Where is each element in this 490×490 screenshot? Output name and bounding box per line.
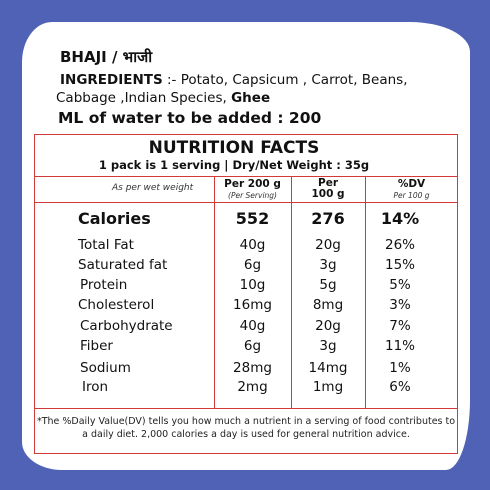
nutrient-dv: 7% bbox=[389, 318, 411, 334]
nutrition-title: NUTRITION FACTS bbox=[148, 138, 320, 158]
nutrient-name: Protein bbox=[80, 277, 128, 293]
nutrient-dv: 1% bbox=[389, 360, 411, 376]
nutrient-per-100g: 20g bbox=[315, 237, 341, 253]
nutrient-name: Carbohydrate bbox=[80, 318, 173, 334]
nutrient-per-100g: 5g bbox=[319, 277, 337, 293]
nutrient-per-serving: 6g bbox=[243, 257, 262, 273]
nutrient-per-100g: 14mg bbox=[308, 360, 348, 376]
nutrient-name: Iron bbox=[82, 379, 109, 395]
nutrient-dv: 11% bbox=[384, 338, 415, 354]
basis-label: As per wet weight bbox=[112, 183, 194, 193]
nutrient-per-serving: 28mg bbox=[233, 360, 272, 376]
nutrient-dv: 26% bbox=[384, 237, 415, 253]
nutrient-per-100g: 8mg bbox=[312, 297, 344, 313]
label-card: BHAJI / भाजी INGREDIENTS :- Potato, Caps… bbox=[22, 22, 470, 470]
nutrient-dv: 5% bbox=[389, 277, 411, 293]
ingredients-list-part-2: Cabbage ,Indian Species, bbox=[56, 90, 232, 106]
nutrient-per-serving: 16mg bbox=[233, 297, 272, 313]
col-dv-title: %DV bbox=[397, 178, 426, 190]
col-dv-header: %DV Per 100 g bbox=[365, 179, 458, 201]
serving-info: 1 pack is 1 serving | Dry/Net Weight : 3… bbox=[98, 158, 370, 172]
nutrient-per-serving: 40g bbox=[239, 318, 266, 334]
nutrient-per-100g: 276 bbox=[311, 209, 345, 228]
nutrient-dv: 14% bbox=[380, 209, 420, 228]
nutrient-per-100g: 3g bbox=[319, 338, 337, 354]
nutrient-dv: 3% bbox=[389, 297, 411, 313]
nutrient-per-serving: 10g bbox=[239, 277, 266, 293]
product-title: BHAJI / भाजी bbox=[60, 48, 153, 66]
header-top-rule bbox=[34, 176, 458, 177]
column-divider-2 bbox=[291, 176, 292, 408]
col-dv-sub: Per 100 g bbox=[393, 191, 430, 200]
col-per-100g-header: Per 100 g bbox=[291, 178, 365, 200]
col-per-100g-title-2: 100 g bbox=[311, 188, 345, 200]
column-divider-3 bbox=[365, 176, 366, 408]
header-bottom-rule bbox=[34, 202, 458, 203]
nutrient-per-100g: 3g bbox=[319, 257, 337, 273]
nutrition-panel bbox=[34, 134, 458, 454]
col-per-100g-title-1: Per bbox=[318, 177, 338, 189]
col-per-serving-sub: (Per Serving) bbox=[228, 191, 277, 200]
water-instruction: ML of water to be added : 200 bbox=[58, 109, 322, 127]
nutrient-per-100g: 1mg bbox=[312, 379, 344, 395]
nutrient-name: Fiber bbox=[80, 338, 113, 354]
nutrient-per-serving: 552 bbox=[235, 209, 270, 228]
col-per-serving-title: Per 200 g bbox=[224, 178, 281, 190]
ingredients-list-part-1: :- Potato, Capsicum , Carrot, Beans, bbox=[162, 72, 408, 88]
ingredients-ghee: Ghee bbox=[231, 90, 271, 106]
ingredients-label: INGREDIENTS bbox=[60, 72, 163, 88]
ingredients-line-2: Cabbage ,Indian Species, Ghee bbox=[56, 90, 270, 106]
nutrient-dv: 6% bbox=[389, 379, 411, 395]
nutrient-dv: 15% bbox=[384, 257, 415, 273]
ingredients-line-1: INGREDIENTS :- Potato, Capsicum , Carrot… bbox=[60, 72, 408, 88]
nutrient-name: Saturated fat bbox=[78, 257, 168, 273]
nutrient-per-serving: 2mg bbox=[237, 379, 268, 395]
col-per-serving-header: Per 200 g (Per Serving) bbox=[214, 179, 291, 201]
table-bottom-rule bbox=[34, 408, 458, 409]
column-divider-1 bbox=[214, 176, 215, 408]
nutrient-per-serving: 40g bbox=[239, 237, 266, 253]
nutrient-per-100g: 20g bbox=[315, 318, 341, 334]
nutrient-name: Cholesterol bbox=[78, 297, 155, 313]
footnote: *The %Daily Value(DV) tells you how much… bbox=[36, 416, 456, 440]
nutrient-name: Sodium bbox=[80, 360, 131, 376]
nutrient-per-serving: 6g bbox=[243, 338, 262, 354]
nutrient-name: Calories bbox=[78, 209, 151, 228]
nutrient-name: Total Fat bbox=[78, 237, 134, 253]
